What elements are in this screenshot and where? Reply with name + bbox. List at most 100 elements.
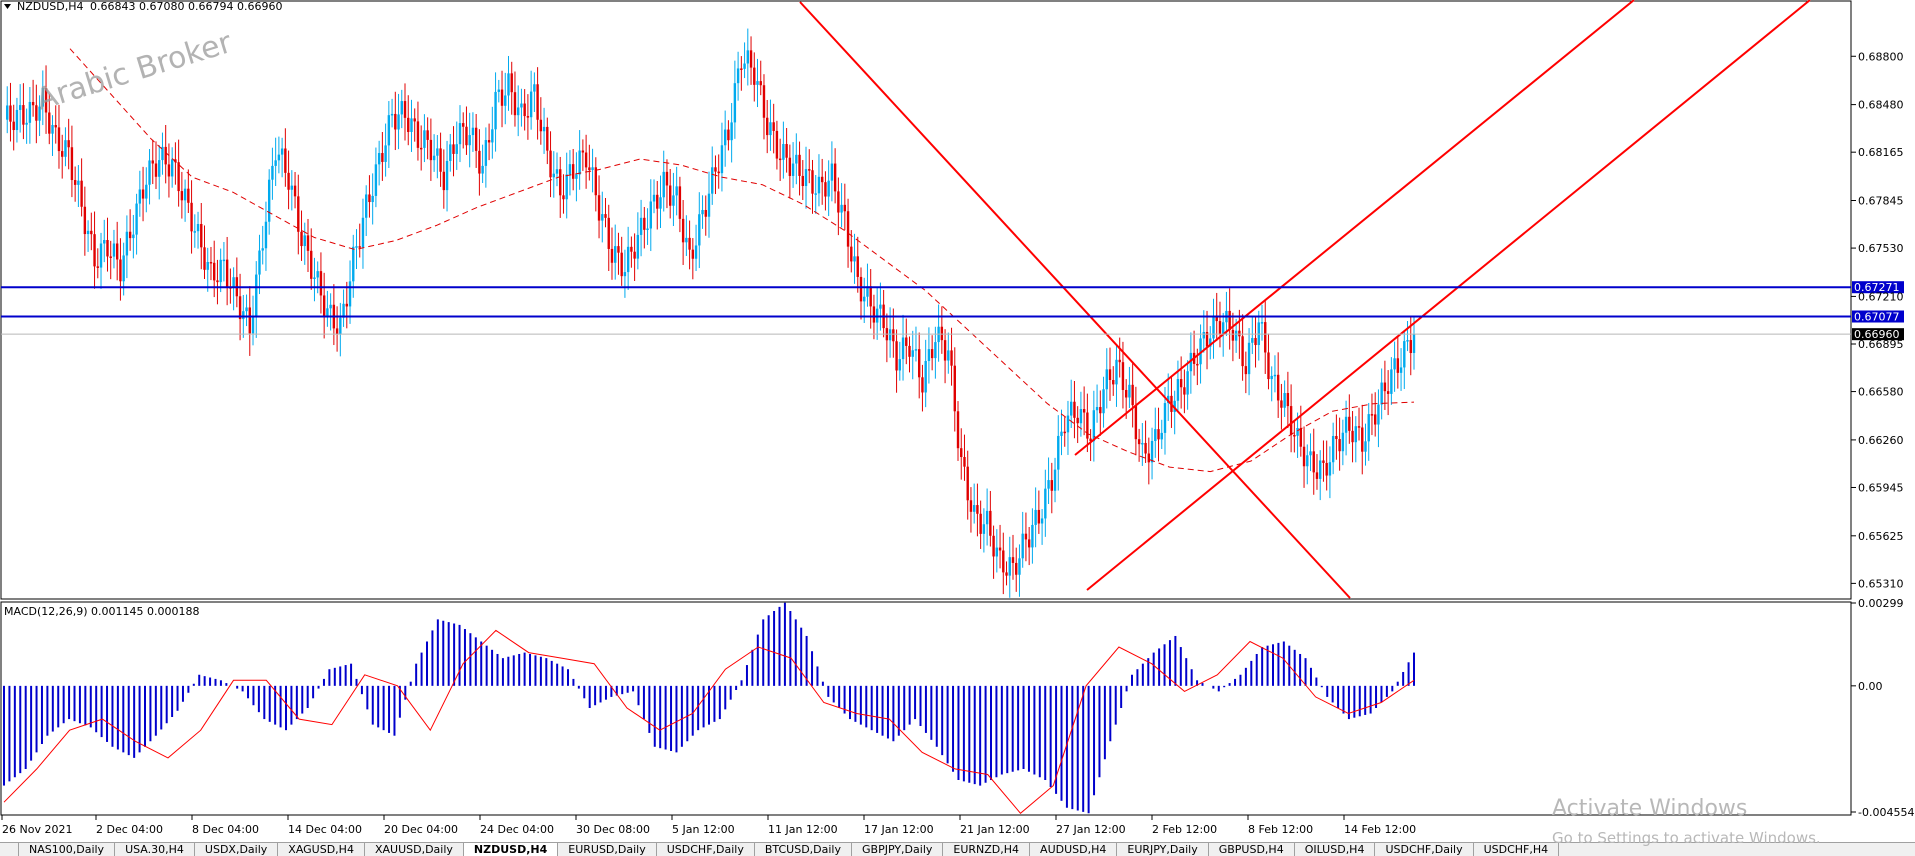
channel-line[interactable] — [1086, 0, 1811, 591]
activate-windows-title: Activate Windows — [1552, 796, 1748, 821]
candle-body — [38, 106, 41, 121]
candle-body — [196, 223, 200, 232]
candle-body — [798, 154, 801, 176]
watermark-brand: Arabic Broker — [32, 25, 236, 118]
candle-body — [1231, 329, 1235, 341]
macd-pane[interactable]: 0.00299 0.00 -0.004554 — [0, 597, 1914, 819]
candle-body — [947, 350, 950, 361]
chart-tab[interactable]: GBPJPY,Daily — [852, 843, 944, 856]
candle-body — [549, 150, 552, 178]
chart-tab[interactable]: AUDUSD,H4 — [1030, 843, 1118, 856]
candle-body — [371, 195, 374, 203]
candle-body — [782, 144, 785, 160]
candle-body — [128, 231, 132, 239]
time-tick-label: 2 Feb 12:00 — [1152, 823, 1217, 836]
price-pane[interactable] — [0, 0, 1852, 600]
candle-body — [497, 89, 500, 92]
chart-tab[interactable]: NZDUSD,H4 — [463, 843, 559, 856]
candle-body — [397, 114, 400, 130]
candle-body — [1205, 331, 1209, 347]
candle-body — [209, 261, 213, 264]
chart-tab[interactable]: NAS100,Daily — [19, 843, 116, 856]
candle-body — [927, 349, 931, 361]
candle-body — [691, 249, 695, 259]
candle-body — [723, 129, 727, 146]
candle-body — [86, 230, 90, 235]
candle-body — [122, 255, 125, 282]
candle-body — [374, 164, 378, 196]
chart-tab[interactable]: USDCHF,Daily — [657, 843, 755, 856]
candle-body — [180, 191, 184, 201]
macd-label: MACD(12,26,9) 0.001145 0.000188 — [4, 605, 200, 618]
candle-body — [652, 194, 656, 202]
candle-body — [1251, 338, 1254, 343]
candle-body — [1238, 330, 1241, 337]
candle-body — [297, 196, 300, 232]
candle-body — [6, 105, 9, 120]
chart-tab[interactable]: XAUUSD,Daily — [365, 843, 464, 856]
candle-body — [1412, 334, 1416, 354]
price-tick-label: 0.67210 — [1858, 290, 1904, 303]
candle-body — [911, 350, 914, 357]
candle-body — [1364, 441, 1367, 452]
candle-body — [943, 340, 947, 361]
candle-body — [811, 170, 814, 194]
candle-body — [1034, 509, 1037, 525]
candle-body — [701, 209, 704, 215]
candle-body — [458, 123, 462, 145]
tab-scroll-left-icon[interactable] — [0, 843, 19, 856]
candle-body — [251, 317, 255, 334]
chart-tab[interactable]: GBPUSD,H4 — [1209, 843, 1295, 856]
chart-tab[interactable]: EURNZD,H4 — [943, 843, 1031, 856]
candle-body — [468, 135, 471, 146]
chart-tab[interactable]: USDCHF,Daily — [1375, 843, 1474, 856]
downtrend-line[interactable] — [799, 1, 1351, 599]
chart-tab[interactable]: USA.30,H4 — [115, 843, 195, 856]
candle-body — [15, 109, 19, 131]
candle-body — [649, 201, 652, 229]
candle-body — [601, 214, 604, 221]
trendlines[interactable] — [799, 0, 1811, 599]
candle-body — [190, 202, 193, 232]
candle-body — [432, 155, 436, 161]
candle-body — [1115, 359, 1118, 385]
channel-line[interactable] — [1074, 0, 1635, 456]
candle-body — [471, 127, 475, 136]
candle-body — [1357, 426, 1361, 428]
candle-body — [1244, 366, 1248, 375]
chart-tab[interactable]: XAGUSD,H4 — [278, 843, 365, 856]
candle-body — [419, 147, 423, 150]
candle-body — [1403, 341, 1406, 368]
dropdown-triangle-icon[interactable] — [4, 4, 11, 9]
candle-body — [345, 303, 348, 307]
candle-body — [170, 159, 174, 177]
chart-tab[interactable]: USDX,Daily — [195, 843, 279, 856]
candle-body — [888, 329, 892, 341]
chart-tab[interactable]: EURJPY,Daily — [1117, 843, 1209, 856]
candle-body — [662, 171, 665, 198]
candle-body — [759, 81, 762, 86]
candle-body — [516, 107, 520, 116]
chart-tab[interactable]: EURUSD,Daily — [558, 843, 657, 856]
candle-body — [1328, 462, 1332, 476]
candle-body — [183, 188, 187, 201]
candle-body — [976, 505, 979, 514]
chart-tab[interactable]: USDCHF,H4 — [1474, 843, 1560, 856]
candle-body — [413, 118, 416, 122]
candle-body — [335, 328, 339, 335]
candle-body — [70, 147, 74, 181]
chart-tab[interactable]: OILUSD,H4 — [1295, 843, 1376, 856]
candle-body — [436, 148, 439, 156]
candle-body — [688, 237, 691, 250]
candle-body — [905, 337, 908, 346]
candle-body — [817, 176, 821, 194]
time-tick-label: 21 Jan 12:00 — [960, 823, 1030, 836]
candle-body — [310, 250, 313, 279]
candle-body — [630, 246, 633, 252]
horizontal-levels[interactable]: 0.67271 0.67077 0.66960 — [1, 281, 1904, 341]
candle-body — [1309, 451, 1312, 456]
chart-tab[interactable]: BTCUSD,Daily — [755, 843, 852, 856]
candle-body — [287, 172, 290, 190]
candle-body — [267, 179, 271, 222]
